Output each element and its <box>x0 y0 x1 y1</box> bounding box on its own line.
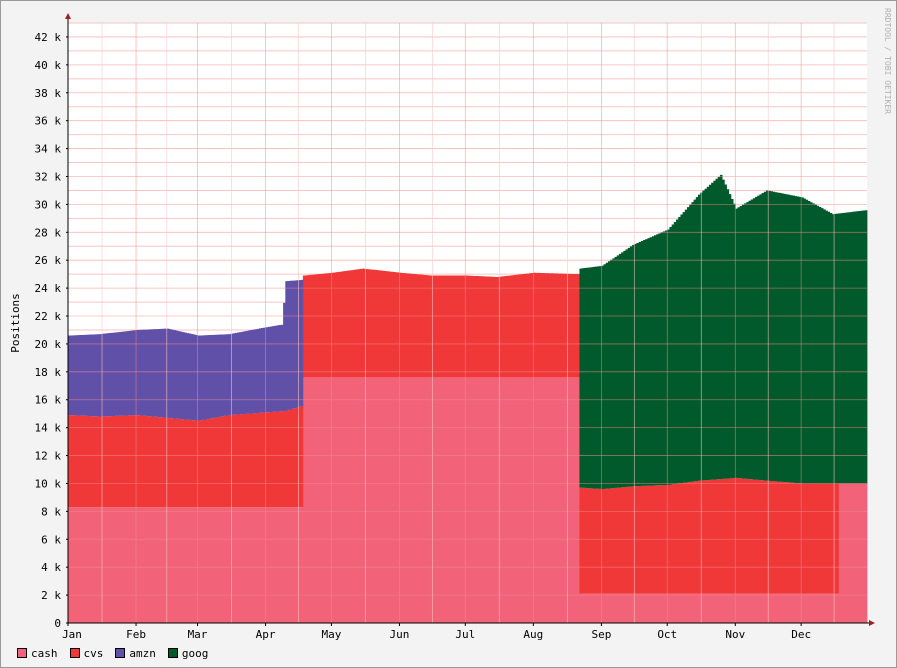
y-tick-label: 36 k <box>35 115 62 128</box>
legend-item-amzn: amzn <box>115 647 156 660</box>
x-tick-label: May <box>321 628 341 641</box>
x-tick-label: Apr <box>256 628 276 641</box>
legend-swatch-cash <box>17 648 27 658</box>
area-cash <box>68 377 868 623</box>
x-tick-label: Aug <box>523 628 543 641</box>
y-tick-labels: 0 2 k 4 k 6 k 8 k 10 k 12 k 14 k 16 k 18 k 20 k 22 … <box>35 31 62 630</box>
y-tick-label: 42 k <box>35 31 62 44</box>
y-tick-label: 8 k <box>41 505 61 518</box>
x-tick-label: Feb <box>126 628 146 641</box>
x-tick-label: Jan <box>62 628 82 641</box>
legend-swatch-amzn <box>115 648 126 658</box>
legend-item-cvs: cvs <box>69 646 104 660</box>
y-tick-label: 22 k <box>35 310 62 323</box>
x-tick-label: Oct <box>657 628 677 641</box>
area-amzn <box>68 279 304 421</box>
area-cvs <box>68 268 839 594</box>
legend-item-cash: cash <box>17 647 58 660</box>
y-tick-label: 32 k <box>35 170 62 183</box>
y-tick-label: 18 k <box>35 366 62 379</box>
x-tick-label: Mar <box>188 628 208 641</box>
y-tick-label: 40 k <box>35 59 62 72</box>
legend-swatch-goog <box>167 648 178 658</box>
legend: cash cvs amzn goog <box>17 646 220 660</box>
x-tick-labels: Jan Feb Mar Apr May Jun Jul Aug Sep Oct Nov Dec <box>62 628 811 641</box>
legend-label-cvs: cvs <box>83 646 104 660</box>
y-tick-label: 38 k <box>35 87 62 100</box>
y-tick-label: 28 k <box>35 226 62 239</box>
y-tick-label: 14 k <box>35 422 62 435</box>
y-tick-label: 16 k <box>35 394 62 407</box>
y-tick-label: 0 <box>54 617 61 630</box>
y-tick-label: 4 k <box>41 561 61 574</box>
stacked-area-chart: 0 2 k 4 k 6 k 8 k 10 k 12 k 14 k 16 k 18 k 20 k 22 … <box>9 8 892 641</box>
x-tick-label: Jul <box>455 628 475 641</box>
y-tick-label: 30 k <box>35 198 62 211</box>
y-tick-label: 20 k <box>35 338 62 351</box>
y-tick-label: 2 k <box>41 589 61 602</box>
watermark: RRDTOOL / TOBI OETIKER <box>883 8 892 114</box>
legend-label-goog: goog <box>181 646 209 660</box>
y-axis-arrow <box>65 13 71 19</box>
y-tick-label: 24 k <box>35 282 62 295</box>
series-areas <box>68 174 868 623</box>
legend-item-goog: goog <box>167 646 209 660</box>
y-tick-label: 12 k <box>35 450 62 463</box>
y-axis-label: Positions <box>9 293 22 353</box>
x-tick-label: Jun <box>390 628 410 641</box>
x-tick-label: Dec <box>791 628 811 641</box>
legend-label-cash: cash <box>31 646 58 660</box>
y-tick-label: 26 k <box>35 254 62 267</box>
y-tick-label: 34 k <box>35 143 62 156</box>
grid-major <box>68 23 867 623</box>
x-axis-arrow <box>869 620 875 626</box>
axes <box>65 13 875 626</box>
x-tick-label: Sep <box>591 628 611 641</box>
x-tick-label: Nov <box>725 628 745 641</box>
y-tick-label: 10 k <box>35 477 62 490</box>
legend-swatch-cvs <box>69 648 80 658</box>
y-tick-label: 6 k <box>41 533 61 546</box>
legend-label-amzn: amzn <box>129 646 156 660</box>
area-goog <box>579 174 868 490</box>
